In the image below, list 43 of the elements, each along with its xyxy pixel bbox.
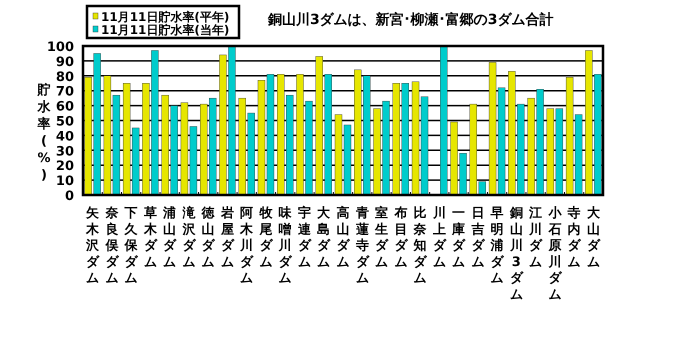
x-tick-label: 岩屋ダム [220, 206, 235, 270]
x-tick-label: 小石原川ダム [547, 206, 562, 302]
x-tick-label: 大島ダム [317, 206, 332, 270]
x-tick-label: 浦山ダム [162, 206, 178, 270]
bar [440, 46, 448, 196]
x-tick-label: 室生ダム [374, 205, 390, 270]
x-tick-label: 早明浦ダム [490, 206, 505, 286]
x-tick-label: 寺内ダム [566, 205, 582, 270]
y-tick-label: 80 [56, 70, 74, 85]
y-tick-label: 50 [56, 114, 74, 130]
x-tick-label: 大山ダム [586, 206, 601, 270]
y-tick-label: 10 [56, 174, 74, 190]
x-tick-label: 徳山ダム [200, 206, 216, 270]
x-tick-label: 布目ダム [393, 206, 408, 270]
x-tick-label: 牧尾ダム [258, 206, 274, 270]
legend-label: 11月11日貯水率(当年) [101, 23, 230, 37]
x-tick-label: 川上ダム [432, 206, 447, 270]
x-tick-label: 味噌川ダム [278, 206, 293, 286]
x-tick-label: 奈良俣ダム [104, 206, 120, 286]
y-tick-label: 70 [56, 84, 74, 100]
chart-title: 銅山川3ダムは、新宮･柳瀬･富郷の3ダム合計 [267, 11, 554, 28]
x-tick-label: 阿木川ダム [239, 206, 254, 286]
y-tick-label: 30 [56, 144, 74, 160]
y-tick-label: 20 [56, 159, 74, 174]
legend-label: 11月11日貯水率(平年) [101, 10, 230, 24]
x-tick-label: 日吉ダム [470, 206, 486, 270]
y-tick-label: 90 [56, 54, 74, 70]
x-tick-label: 宇連ダム [296, 205, 312, 270]
y-tick-label: 100 [46, 40, 74, 55]
y-axis-title: 貯水率(%) [36, 82, 52, 183]
x-tick-label: 比奈知ダム [412, 206, 428, 286]
x-tick-label: 高山ダム [336, 205, 350, 270]
x-tick-label: 青蓮寺ダム [354, 206, 370, 286]
x-tick-label: 銅山川3ダム [508, 206, 524, 302]
x-tick-label: 一庫ダム [451, 206, 466, 270]
y-tick-label: 60 [56, 100, 74, 115]
x-tick-label: 草木ダム [142, 206, 158, 270]
y-tick-label: 0 [64, 189, 74, 204]
x-tick-label: 矢木沢ダム [85, 206, 100, 286]
x-tick-label: 下久保ダム [124, 206, 139, 286]
y-tick-label: 40 [56, 129, 74, 144]
x-tick-label: 江川ダム [528, 206, 544, 270]
x-tick-label: 滝沢ダム [181, 205, 196, 270]
